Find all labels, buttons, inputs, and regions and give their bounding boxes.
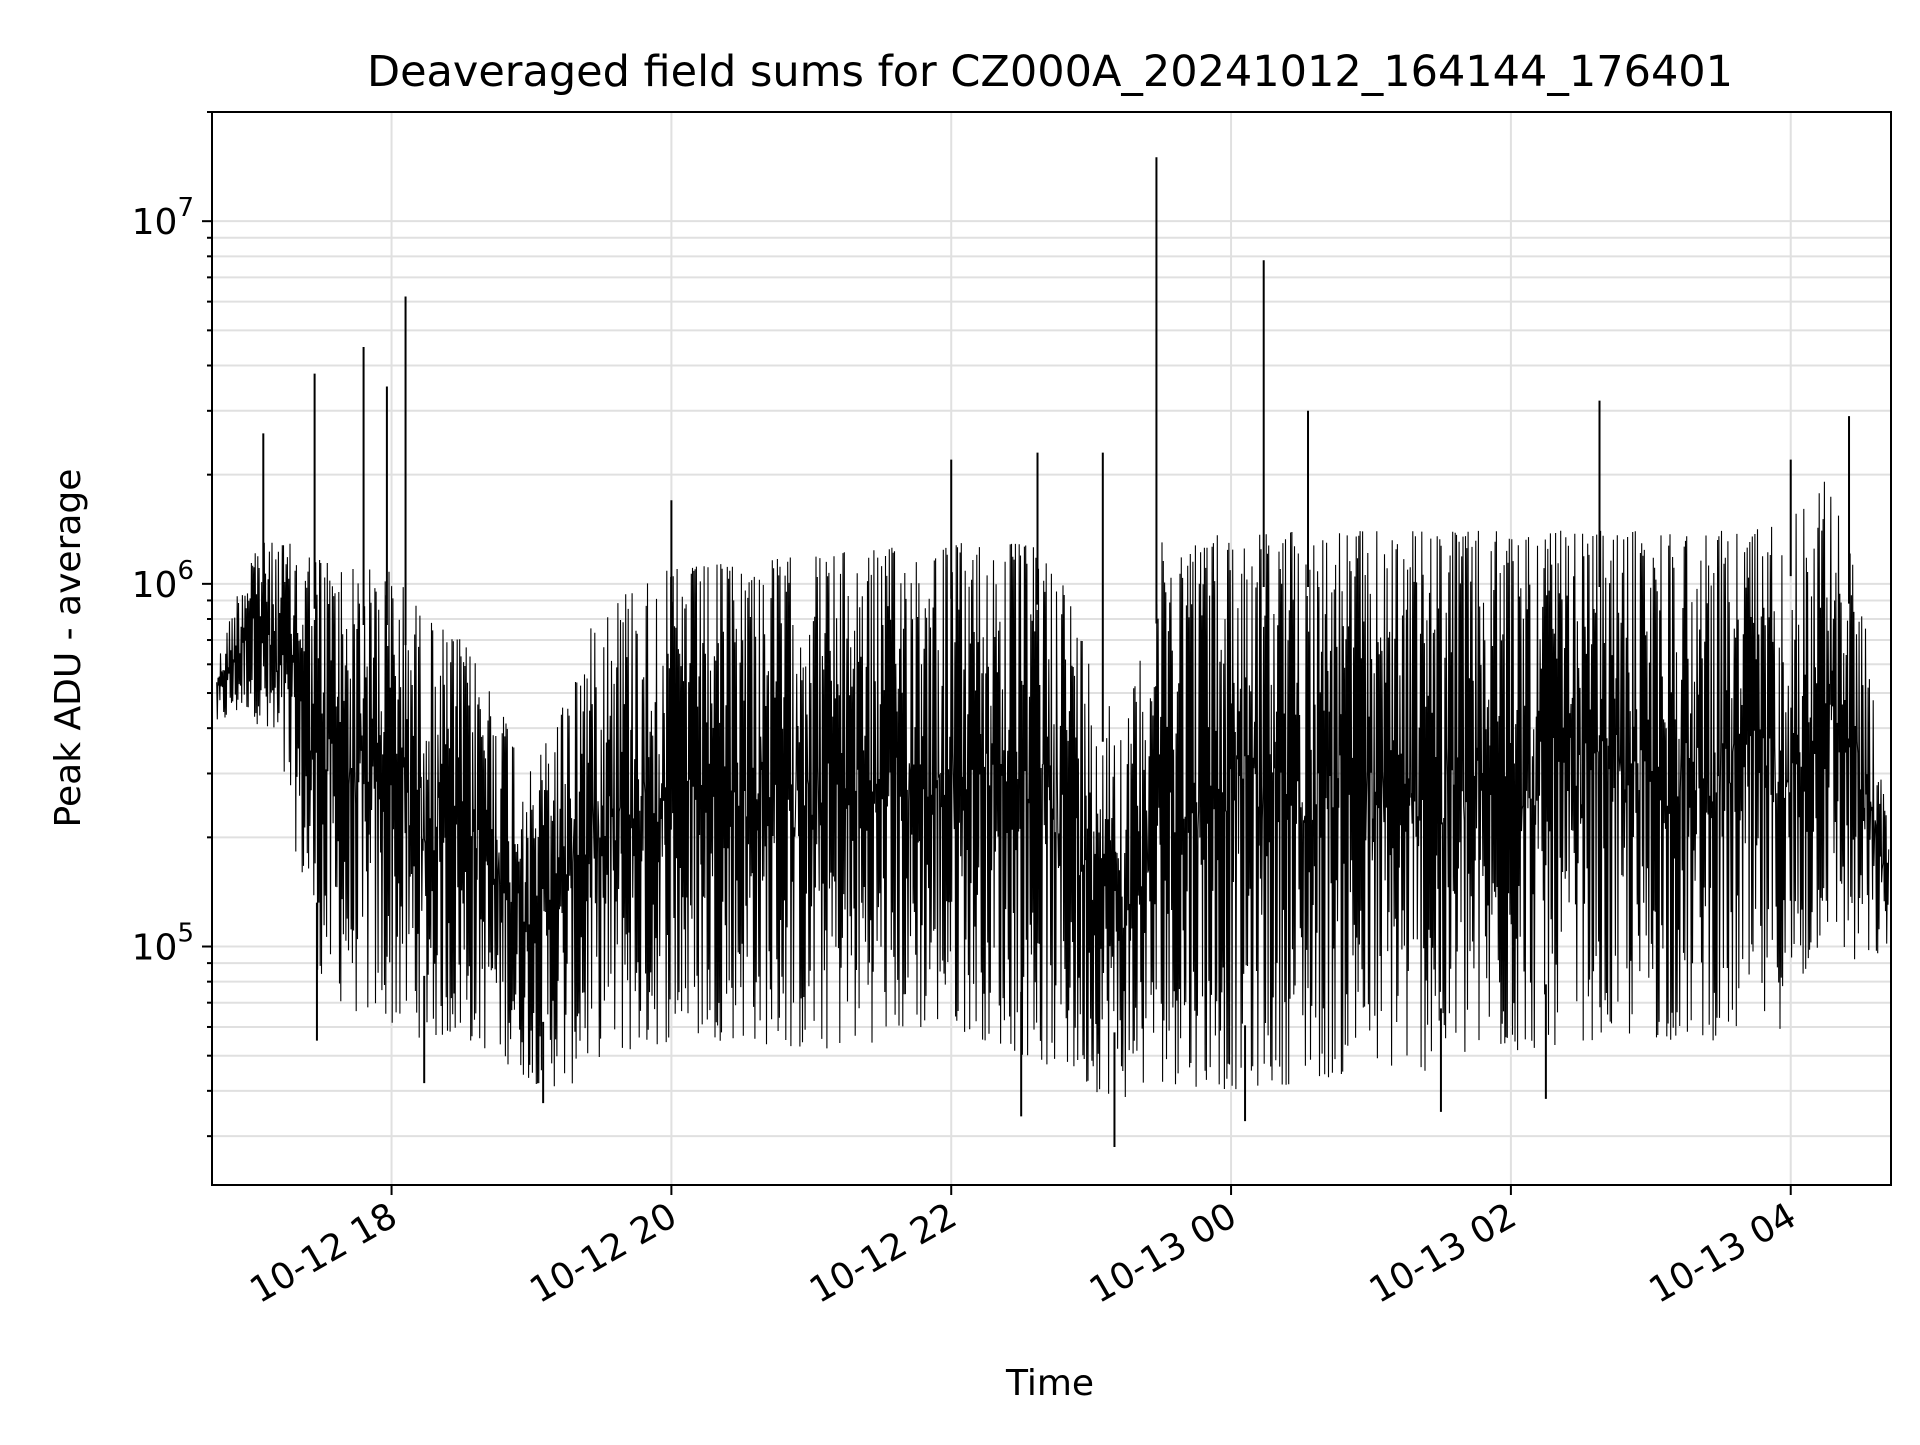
y-tick-label: 107 bbox=[132, 193, 194, 243]
y-axis-label: Peak ADU - average bbox=[48, 469, 89, 828]
y-tick-label: 105 bbox=[132, 919, 194, 969]
series-line bbox=[216, 157, 1890, 1148]
y-tick-label: 106 bbox=[132, 556, 194, 606]
plot-frame bbox=[211, 111, 1892, 1186]
series-trace bbox=[216, 481, 1890, 1098]
chart-title: Deaveraged field sums for CZ000A_2024101… bbox=[367, 47, 1733, 97]
x-axis-label: Time bbox=[1005, 1363, 1094, 1404]
y-axis-ticks: 105 106 107 bbox=[132, 111, 212, 1138]
